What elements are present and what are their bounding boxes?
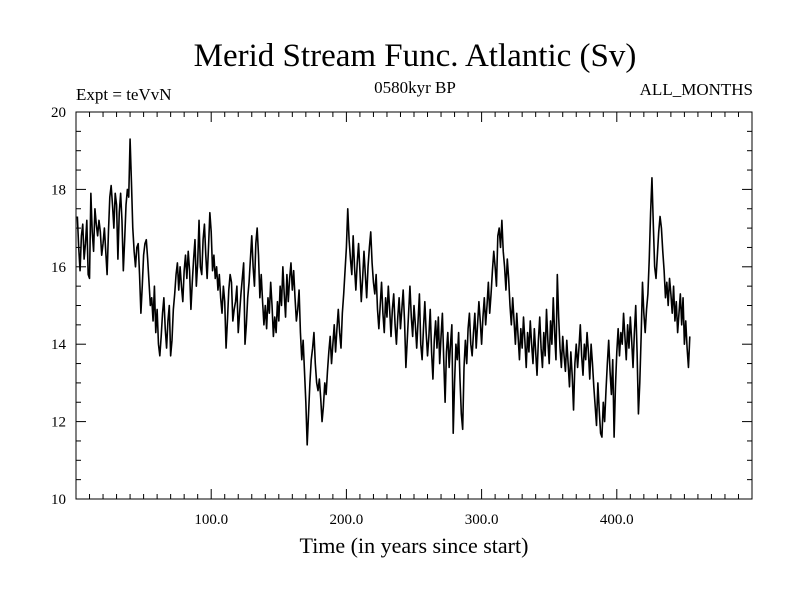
y-tick-label: 20 bbox=[51, 105, 66, 121]
x-tick-label: 200.0 bbox=[330, 512, 364, 528]
series-line bbox=[76, 138, 691, 446]
x-tick-label: 300.0 bbox=[465, 512, 499, 528]
plot-frame bbox=[75, 111, 753, 500]
months-label: ALL_MONTHS bbox=[640, 80, 753, 99]
y-tick-label: 14 bbox=[51, 337, 67, 353]
period-label: 0580kyr BP bbox=[374, 78, 456, 97]
experiment-label: Expt = teVvN bbox=[76, 85, 172, 104]
y-tick-label: 16 bbox=[51, 260, 67, 276]
y-tick-label: 18 bbox=[51, 182, 66, 198]
chart-title: Merid Stream Func. Atlantic (Sv) bbox=[194, 38, 637, 74]
x-axis-label: Time (in years since start) bbox=[300, 533, 529, 558]
x-tick-label: 400.0 bbox=[600, 512, 634, 528]
y-tick-label: 10 bbox=[51, 492, 66, 508]
x-tick-label: 100.0 bbox=[194, 512, 228, 528]
y-tick-label: 12 bbox=[51, 415, 66, 431]
